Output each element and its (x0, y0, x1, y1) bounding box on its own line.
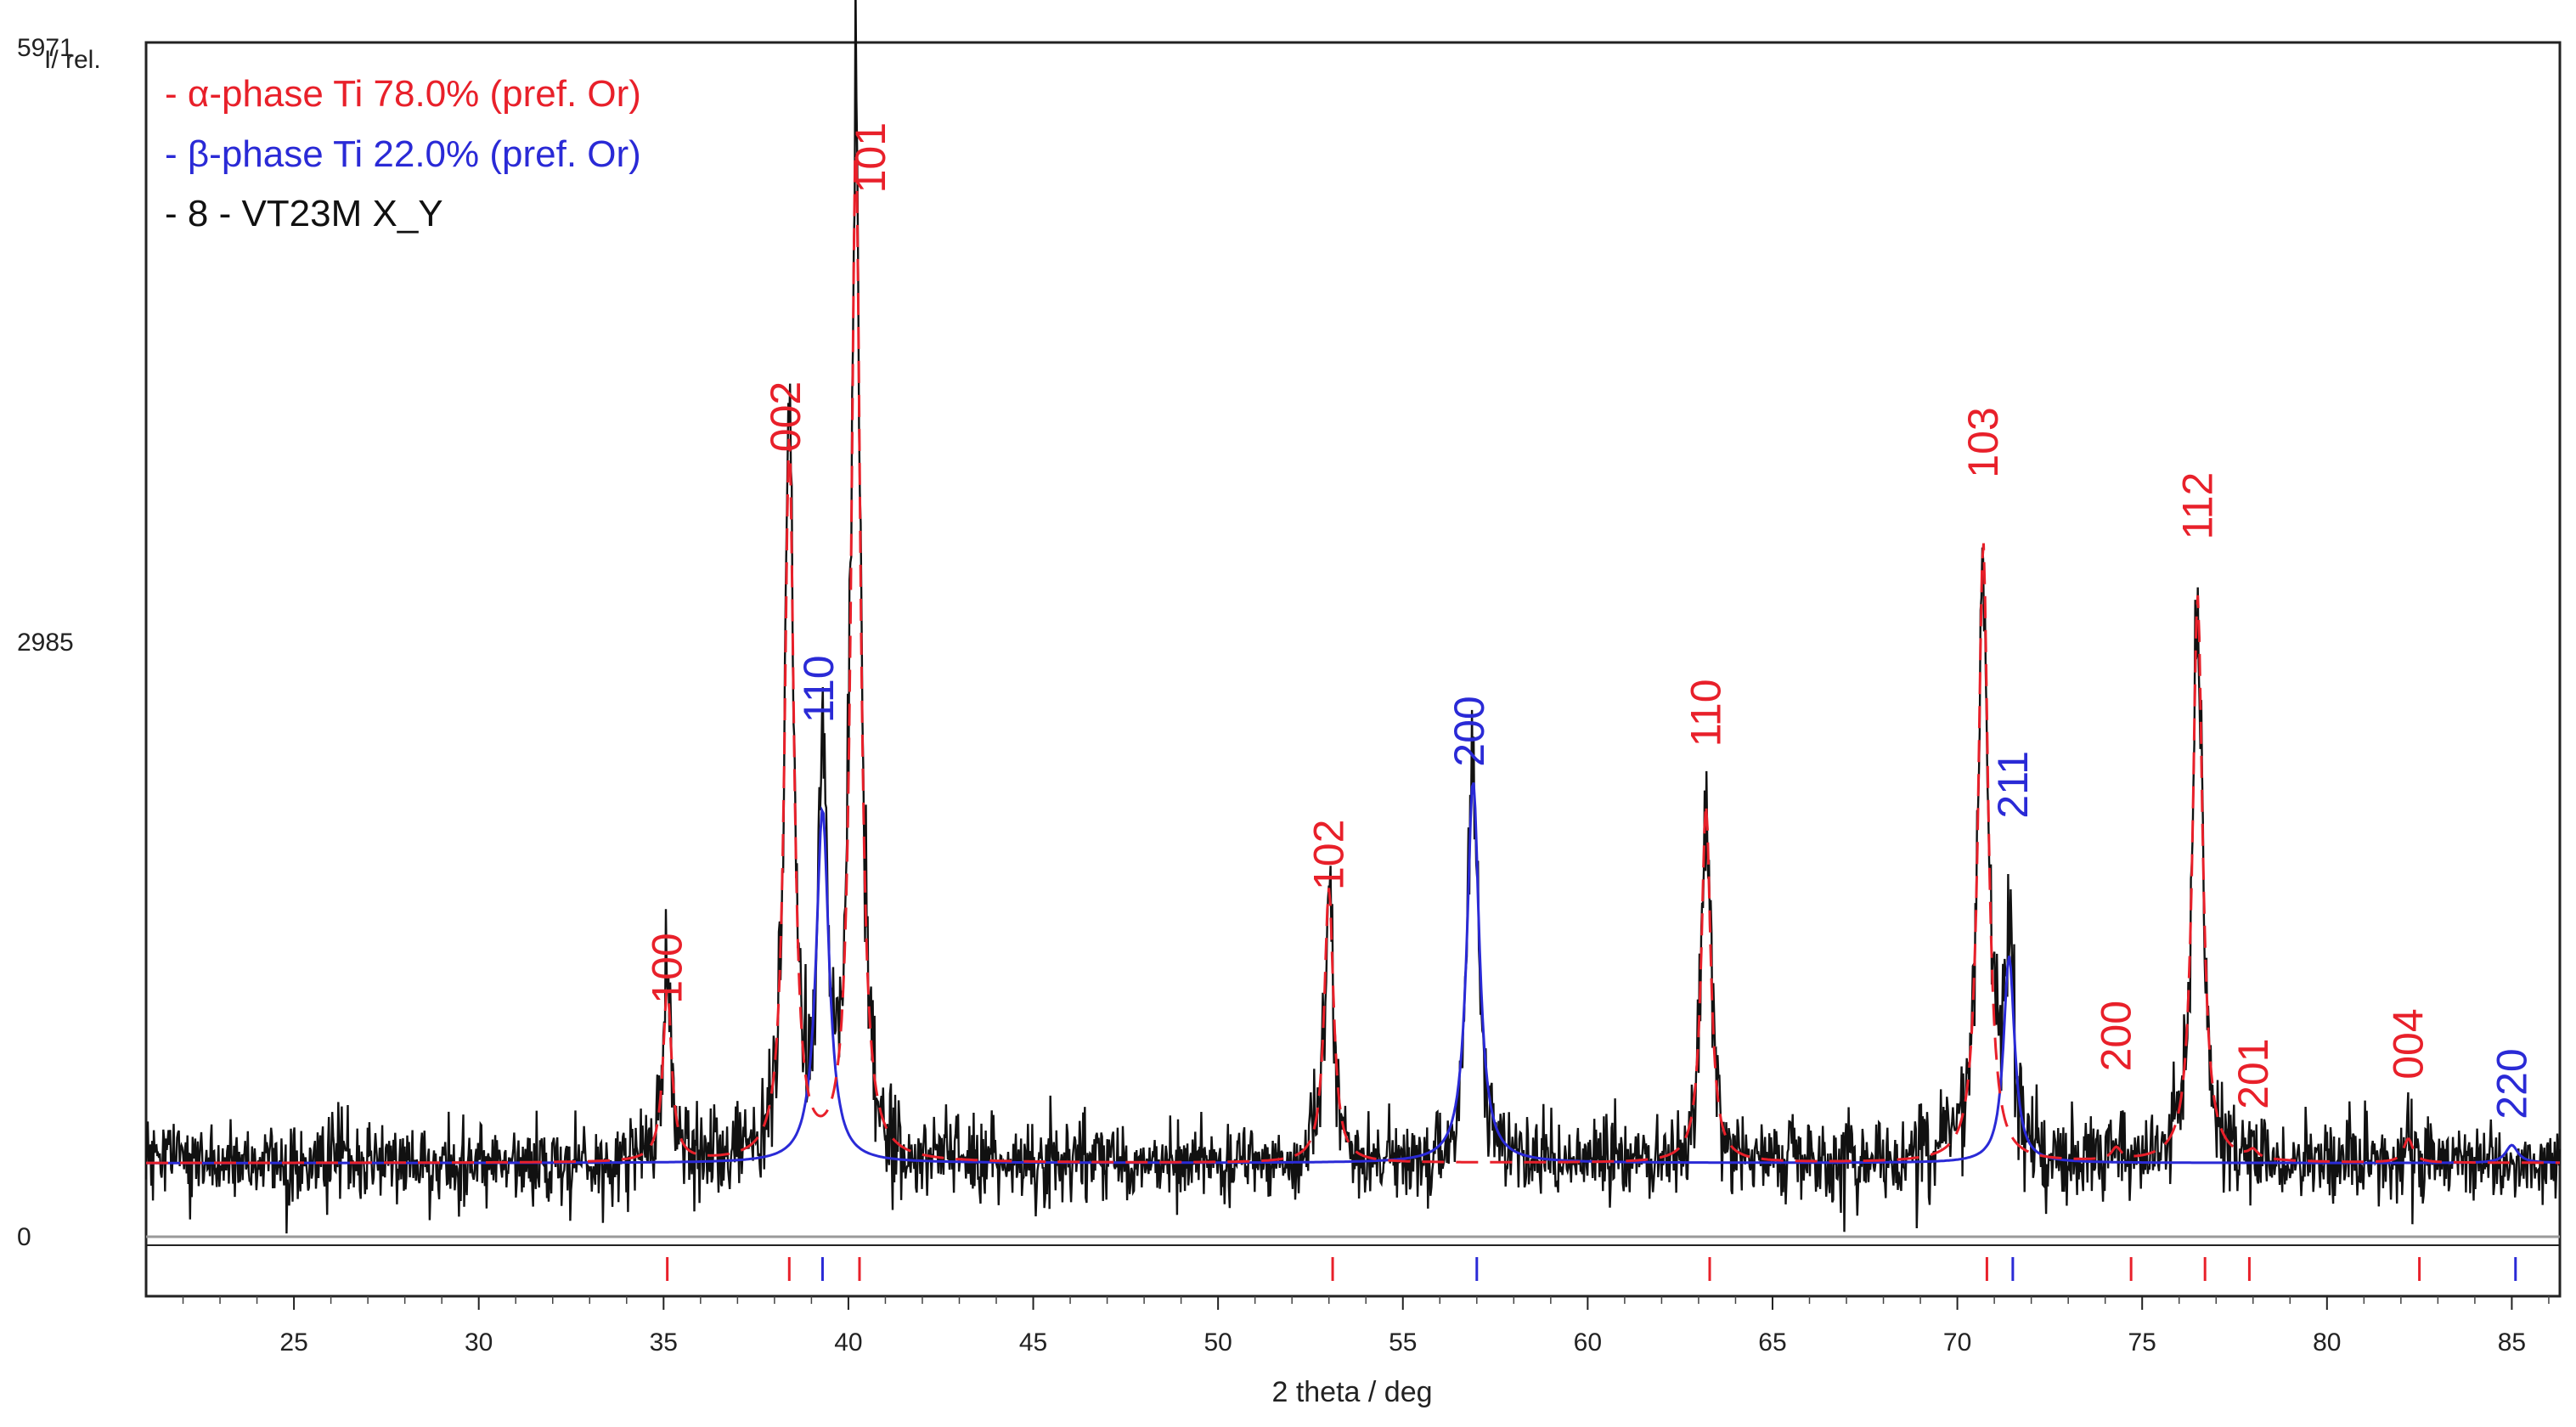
x-tick-label: 50 (1203, 1328, 1232, 1356)
x-tick-label: 25 (279, 1328, 307, 1356)
peak-label: 201 (2229, 1038, 2277, 1108)
x-tick-label: 60 (1574, 1328, 1602, 1356)
y-axis-ticks: 0 2985 5971 (17, 34, 74, 1251)
y-tick-label: 0 (17, 1223, 31, 1251)
x-axis-ticks: 25 30 35 40 45 50 55 60 65 70 75 80 85 (182, 1296, 2550, 1356)
x-tick-label: 80 (2313, 1328, 2341, 1356)
peak-label: 002 (762, 381, 809, 452)
plot-frame (144, 41, 2562, 1298)
x-tick-label: 65 (1758, 1328, 1786, 1356)
series-beta-phase (146, 781, 2560, 1165)
peak-label: 110 (1683, 679, 1730, 747)
reflection-markers (666, 1257, 2517, 1281)
x-tick-label: 30 (465, 1328, 493, 1356)
legend-beta-phase: - β-phase Ti 22.0% (pref. Or) (165, 133, 641, 175)
peak-label: 211 (1989, 751, 2037, 819)
series-measured-pattern (144, 0, 2562, 1234)
x-tick-label: 85 (2498, 1328, 2526, 1356)
series-layer (144, 0, 2562, 1234)
peak-label: 101 (847, 122, 894, 193)
x-tick-label: 40 (834, 1328, 862, 1356)
legend-measured: - 8 - VT23M X_Y (165, 193, 443, 234)
peak-label: 200 (1446, 696, 1493, 766)
peak-label: 220 (2488, 1048, 2535, 1119)
peak-label: 110 (795, 655, 843, 723)
y-tick-label: 5971 (17, 34, 74, 62)
y-axis-title: I/ rel. (44, 46, 101, 74)
peak-label: 103 (1959, 407, 2007, 477)
legend: - α-phase Ti 78.0% (pref. Or) - β-phase … (165, 73, 641, 234)
x-tick-label: 75 (2128, 1328, 2156, 1356)
peak-label: 102 (1305, 820, 1353, 890)
peak-label: 100 (644, 933, 691, 1003)
peak-labels: 100 002 110 101 102 200 110 103 211 200 112 201 004 2… (644, 122, 2536, 1120)
peak-label: 004 (2385, 1008, 2432, 1079)
legend-alpha-phase: - α-phase Ti 78.0% (pref. Or) (165, 73, 641, 115)
x-tick-label: 35 (650, 1328, 678, 1356)
x-tick-label: 55 (1389, 1328, 1417, 1356)
x-tick-label: 70 (1943, 1328, 1971, 1356)
y-tick-label: 2985 (17, 629, 74, 657)
peak-label: 200 (2093, 1001, 2140, 1071)
peak-label: 112 (2174, 472, 2222, 540)
x-axis-title: 2 theta / deg (1271, 1376, 1432, 1408)
x-tick-label: 45 (1019, 1328, 1047, 1356)
